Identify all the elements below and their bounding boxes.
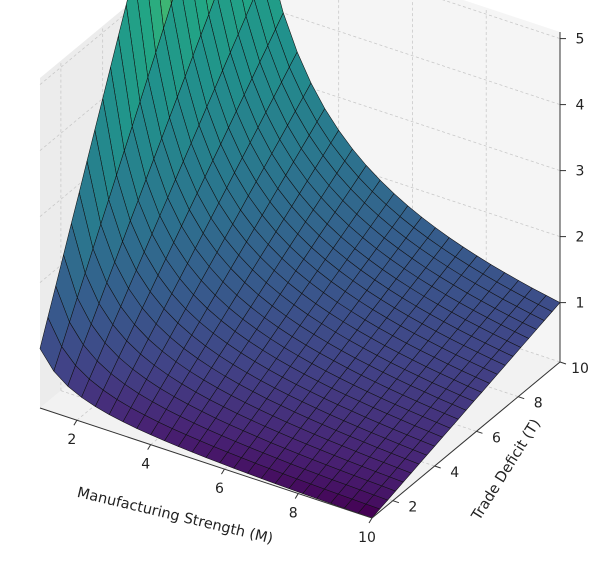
y-tick	[434, 465, 441, 469]
y-tick-label: 8	[534, 396, 543, 412]
y-tick-label: 6	[492, 430, 501, 446]
z-tick-label: 1	[576, 296, 585, 312]
y-tick-label: 2	[408, 500, 417, 516]
y-tick	[476, 430, 483, 434]
x-tick	[221, 468, 225, 475]
x-tick	[294, 493, 299, 499]
x-tick-label: 6	[215, 481, 224, 497]
y-tick	[518, 396, 525, 400]
x-tick-label: 10	[358, 530, 376, 546]
x-tick	[368, 517, 373, 524]
z-tick-label: 4	[576, 98, 585, 114]
x-tick	[147, 444, 152, 450]
x-tick-label: 4	[141, 457, 150, 473]
y-tick-label: 4	[450, 465, 459, 481]
surface-patch	[242, 0, 254, 17]
z-tick-label: 3	[576, 164, 585, 180]
z-tick-label: 2	[576, 230, 585, 246]
z-tick-label: 5	[576, 32, 585, 48]
x-tick	[73, 419, 78, 426]
surface-plot	[39, 0, 561, 519]
y-axis-line	[371, 361, 561, 519]
x-tick-label: 2	[67, 432, 76, 448]
x-tick-label: 8	[289, 506, 298, 522]
surface-patch	[159, 0, 172, 29]
y-tick-label: 10	[571, 361, 589, 377]
y-tick	[559, 361, 567, 365]
x-axis-title: Manufacturing Strength (M)	[75, 485, 274, 547]
y-tick	[392, 500, 400, 504]
axis-lines	[39, 32, 561, 519]
x-axis-line	[39, 407, 373, 519]
